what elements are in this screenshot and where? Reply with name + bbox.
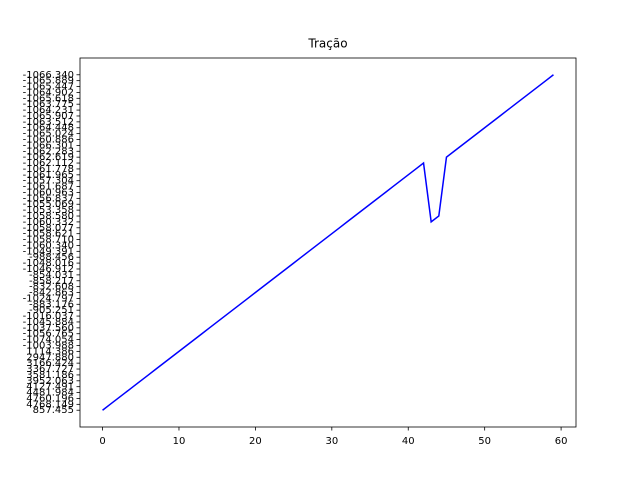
y-tick-label: 3367.727 (26, 364, 74, 375)
y-tick-label: 857.455 (33, 405, 74, 416)
y-tick-label: -1058.077 (23, 223, 74, 234)
y-tick-label: -1037.560 (23, 323, 74, 334)
y-tick-label: -1065.618 (23, 93, 74, 104)
y-tick-label: 3166.424 (26, 358, 74, 369)
y-tick-label: -1048.016 (23, 258, 74, 269)
x-tick-label: 50 (478, 436, 491, 447)
y-tick-label: -1064.902 (23, 87, 74, 98)
x-tick-label: 10 (173, 436, 186, 447)
x-tick-label: 0 (99, 436, 105, 447)
y-tick-label: -1060.963 (23, 187, 74, 198)
y-tick-label: -1062.112 (23, 158, 74, 169)
x-tick-label: 60 (555, 436, 568, 447)
y-tick-label: -1057.304 (23, 176, 74, 187)
y-tick-label: -1063.512 (23, 117, 74, 128)
y-tick-label: -1062.619 (23, 152, 74, 163)
y-tick-label: -1024.797 (23, 293, 74, 304)
y-tick-label: -1058.580 (23, 211, 74, 222)
y-tick-label: -1016.037 (23, 311, 74, 322)
y-tick-label: -1061.778 (23, 164, 74, 175)
y-tick-label: 1114.386 (26, 346, 74, 357)
y-tick-label: -832.608 (29, 282, 74, 293)
y-tick-label: -1058.710 (23, 235, 74, 246)
y-tick-label: -1065.889 (23, 76, 74, 87)
y-tick-label: -858.217 (29, 276, 74, 287)
y-tick-label: 2947.880 (26, 352, 74, 363)
y-tick-label: -1066.340 (23, 70, 74, 81)
y-tick-label: -1045.884 (23, 317, 74, 328)
y-tick-label: -988.456 (29, 252, 74, 263)
y-tick-label: -1060.886 (23, 135, 74, 146)
y-tick-label: -1065.907 (23, 111, 74, 122)
y-tick-label: -1053.358 (23, 205, 74, 216)
y-tick-label: -1003.988 (23, 340, 74, 351)
chart-title: Tração (307, 37, 347, 51)
data-line (102, 74, 554, 411)
y-tick-label: -1065.024 (23, 129, 74, 140)
y-tick-label: -1065.447 (23, 82, 74, 93)
y-tick-label: -842.863 (29, 288, 74, 299)
y-tick-label: -1066.301 (23, 140, 74, 151)
y-tick-label: -1063.775 (23, 99, 74, 110)
y-tick-label: -1060.332 (23, 217, 74, 228)
y-tick-label: -1064.448 (23, 123, 74, 134)
y-tick-label: -854.031 (29, 270, 74, 281)
y-tick-label: -905.251 (29, 305, 74, 316)
y-tick-label: 4481.984 (26, 388, 74, 399)
y-tick-label: 4127.491 (26, 382, 74, 393)
plot-frame (79, 57, 577, 428)
y-tick-label: -1046.912 (23, 264, 74, 275)
y-tick-label: 3581.186 (26, 370, 74, 381)
x-tick-label: 20 (249, 436, 262, 447)
y-tick-label: -1061.965 (23, 170, 74, 181)
x-tick-label: 40 (402, 436, 415, 447)
y-tick-label: -1049.391 (23, 246, 74, 257)
y-tick-label: -1061.687 (23, 182, 74, 193)
y-tick-label: -1056.837 (23, 193, 74, 204)
y-tick-label: 3952.063 (26, 376, 74, 387)
y-tick-label: -1056.765 (23, 329, 74, 340)
y-tick-label: -1062.283 (23, 146, 74, 157)
y-tick-label: -1055.069 (23, 199, 74, 210)
y-tick-label: 4760.196 (26, 393, 74, 404)
y-tick-label: -1074.054 (23, 335, 74, 346)
y-tick-label: -1058.621 (23, 229, 74, 240)
y-tick-label: -883.176 (29, 299, 74, 310)
y-tick-label: -1064.231 (23, 105, 74, 116)
y-tick-label: 4768.149 (26, 399, 74, 410)
y-tick-label: -1060.340 (23, 240, 74, 251)
x-tick-label: 30 (325, 436, 338, 447)
